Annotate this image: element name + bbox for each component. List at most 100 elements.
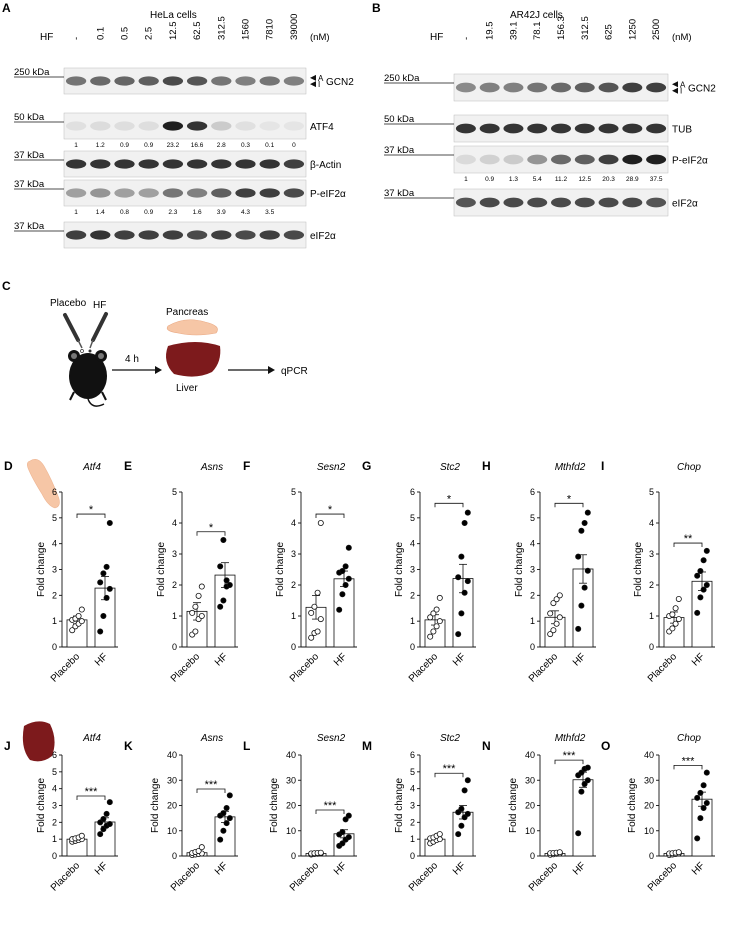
- quantification-value: 0.9: [144, 209, 153, 216]
- blot-band: [598, 154, 619, 165]
- x-tick-label: Placebo: [527, 651, 561, 685]
- y-tick-label: 2: [410, 817, 415, 827]
- x-tick-label: HF: [451, 860, 468, 877]
- data-point: [198, 613, 205, 620]
- y-tick-label: 0: [410, 851, 415, 861]
- x-tick-label: Placebo: [407, 651, 441, 685]
- data-point: [433, 606, 440, 613]
- y-axis-label: Fold change: [394, 778, 405, 833]
- significance-label: ***: [205, 779, 219, 791]
- data-point: [339, 840, 346, 847]
- y-tick-label: 1: [410, 616, 415, 626]
- arrowhead-icon: [672, 81, 678, 88]
- blot-band: [65, 159, 87, 169]
- significance-bracket: [315, 513, 345, 519]
- blot-band: [455, 123, 476, 134]
- bar-chart-g: G Stc2 0 1 2 3 4 5 6 Fold change Placebo HF *: [362, 459, 476, 685]
- protein-label: GCN2: [326, 77, 354, 88]
- quantification-value: 1: [464, 176, 468, 183]
- quantification-value: 16.6: [191, 142, 204, 149]
- data-point: [700, 557, 707, 564]
- significance-bracket: [434, 502, 464, 508]
- concentration-label: 1560: [241, 19, 252, 40]
- y-axis-label: Fold change: [150, 778, 161, 833]
- panel-letter-k: K: [124, 739, 133, 753]
- band-label: I: [318, 80, 320, 89]
- data-point: [433, 623, 440, 630]
- blot-band: [479, 123, 500, 134]
- x-tick-label: Placebo: [49, 651, 83, 685]
- blot-band: [527, 82, 548, 93]
- concentration-label: -: [461, 37, 472, 40]
- blot-band: [503, 197, 524, 208]
- data-point: [339, 568, 346, 575]
- blot-band: [186, 159, 208, 169]
- blot-band: [162, 76, 184, 86]
- bar-chart-k: K Asns 0 10 20 30 40 Fold change Placebo HF ***: [124, 733, 238, 894]
- blot-band: [283, 230, 305, 240]
- data-point: [556, 614, 563, 621]
- bar-chart-d: D Atf4 0 1 2 3 4 5 6 Fold change Placebo HF *: [4, 459, 118, 685]
- y-tick-label: 40: [286, 750, 296, 760]
- blot-band: [551, 197, 571, 208]
- y-tick-label: 20: [525, 801, 535, 811]
- significance-bracket: [196, 531, 226, 536]
- blot-band: [622, 82, 643, 93]
- data-point: [436, 618, 443, 625]
- data-point: [345, 575, 352, 582]
- x-tick-label: HF: [93, 651, 110, 668]
- data-point: [461, 520, 468, 527]
- bar-chart-m: M Stc2 0 1 2 3 4 5 6 Fold change Placebo HF ***: [362, 733, 476, 894]
- y-axis-label: Fold change: [627, 778, 638, 833]
- blot-band: [211, 121, 232, 131]
- blot-band: [551, 82, 571, 93]
- data-point: [584, 764, 591, 771]
- liver-label: Liver: [176, 383, 198, 394]
- y-tick-label: 2: [172, 580, 177, 590]
- arrowhead-icon: [672, 87, 678, 94]
- x-tick-label: HF: [213, 860, 230, 877]
- blot-band: [479, 197, 500, 208]
- concentration-label: 62.5: [192, 22, 203, 41]
- data-point: [220, 537, 227, 544]
- data-point: [464, 509, 471, 516]
- data-point: [436, 594, 443, 601]
- blot-band: [90, 76, 111, 86]
- blot-band: [598, 82, 619, 93]
- data-point: [553, 596, 560, 603]
- blot-title: AR42J cells: [510, 10, 563, 21]
- data-point: [223, 805, 230, 812]
- y-tick-label: 0: [530, 642, 535, 652]
- y-tick-label: 4: [52, 539, 57, 549]
- quantification-value: 0.9: [120, 142, 129, 149]
- blot-band: [283, 159, 305, 169]
- y-tick-label: 10: [167, 826, 177, 836]
- quantification-value: 1.3: [509, 176, 518, 183]
- protein-label: P-eIF2α: [310, 189, 346, 200]
- blot-band: [527, 197, 548, 208]
- y-tick-label: 0: [649, 642, 654, 652]
- significance-bracket: [315, 809, 345, 814]
- x-tick-label: Placebo: [407, 860, 441, 894]
- blot-band: [90, 188, 111, 198]
- y-tick-label: 30: [286, 775, 296, 785]
- data-point: [100, 570, 107, 577]
- data-point: [195, 847, 202, 854]
- kda-marker: 50 kDa: [14, 112, 45, 123]
- y-tick-label: 3: [52, 801, 57, 811]
- significance-label: *: [209, 522, 214, 534]
- data-point: [464, 578, 471, 585]
- data-point: [703, 547, 710, 554]
- y-tick-label: 30: [167, 775, 177, 785]
- data-point: [339, 591, 346, 598]
- x-tick-label: HF: [93, 860, 110, 877]
- y-axis-label: Fold change: [633, 542, 644, 597]
- data-point: [550, 627, 557, 634]
- y-tick-label: 5: [649, 487, 654, 497]
- data-point: [226, 582, 233, 589]
- significance-bracket: [76, 513, 106, 519]
- kda-marker: 37 kDa: [14, 150, 45, 161]
- y-tick-label: 5: [410, 767, 415, 777]
- concentration-label: 156.3: [556, 16, 567, 40]
- concentration-label: 78.1: [532, 22, 543, 41]
